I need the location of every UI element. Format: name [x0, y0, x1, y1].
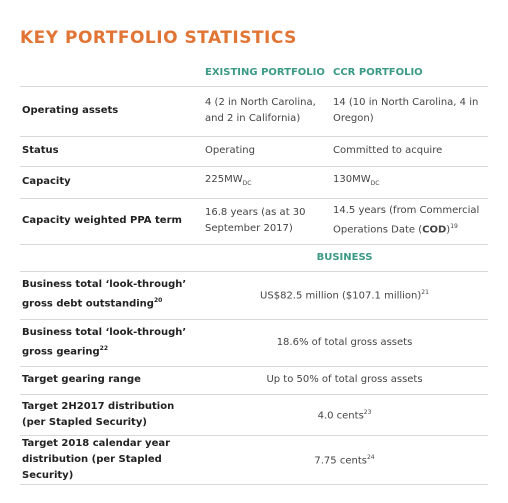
text: Status	[22, 145, 59, 156]
text: 4 (2 in North Carolina, and 2 in Califor…	[205, 97, 316, 124]
text: Up to 50% of total gross assets	[266, 374, 423, 385]
stats-table: EXISTING PORTFOLIO CCR PORTFOLIO Operating…	[20, 60, 488, 485]
cell: 14 (10 in North Carolina, 4 in Oregon)	[331, 86, 488, 137]
text: 225MW	[205, 174, 243, 185]
text: 7.75 cents	[314, 455, 367, 467]
cell: 130MWDC	[331, 166, 488, 199]
superscript: 21	[421, 289, 429, 297]
row: Status Operating Committed to acquire	[20, 136, 488, 167]
row-label: Business total ‘look-through’ gross debt…	[20, 271, 203, 320]
cell: 16.8 years (as at 30 September 2017)	[203, 198, 331, 245]
cell: 4 (2 in North Carolina, and 2 in Califor…	[203, 86, 331, 137]
subscript: DC	[370, 180, 380, 187]
column-header: CCR PORTFOLIO	[331, 60, 488, 87]
text: Target gearing range	[22, 374, 141, 385]
text: Capacity weighted PPA term	[22, 215, 182, 226]
superscript: 22	[99, 344, 109, 352]
superscript: 19	[450, 223, 458, 231]
text: Business total ‘look-through’ gross gear…	[22, 326, 187, 358]
row: Capacity weighted PPA term 16.8 years (as…	[20, 198, 488, 245]
text: US$82.5 million ($107.1 million)	[260, 290, 422, 302]
row-label: Target 2018 calendar year distribution (…	[20, 435, 203, 485]
row-label: Operating assets	[20, 86, 203, 137]
cell: 4.0 cents23	[203, 394, 488, 436]
row-label: Target 2H2017 distribution (per Stapled …	[20, 394, 203, 436]
text: 16.8 years (as at 30 September 2017)	[205, 207, 306, 234]
section-header: BUSINESS	[203, 244, 488, 272]
row: EXISTING PORTFOLIO CCR PORTFOLIO	[20, 60, 488, 87]
row: Capacity 225MWDC 130MWDC	[20, 166, 488, 199]
cell: US$82.5 million ($107.1 million)21	[203, 271, 488, 320]
row: Business total ‘look-through’ gross debt…	[20, 271, 488, 320]
row-label: Capacity weighted PPA term	[20, 198, 203, 245]
bold-text: COD	[422, 224, 447, 236]
cell: 225MWDC	[203, 166, 331, 199]
text: 130MW	[333, 174, 371, 185]
cell: 7.75 cents24	[203, 435, 488, 485]
cell: 18.6% of total gross assets	[203, 319, 488, 367]
superscript: 24	[366, 453, 375, 461]
cell: Committed to acquire	[331, 136, 488, 167]
text: 18.6% of total gross assets	[276, 336, 413, 348]
row: Target gearing range Up to 50% of total g…	[20, 366, 488, 395]
row: Target 2018 calendar year distribution (…	[20, 435, 488, 485]
row: BUSINESS	[20, 244, 488, 272]
row-label: Status	[20, 136, 203, 167]
text: 4.0 cents	[317, 410, 364, 422]
cell	[20, 244, 203, 272]
subscript: DC	[242, 180, 252, 187]
cell: Operating	[203, 136, 331, 167]
title: KEY PORTFOLIO STATISTICS	[20, 28, 297, 48]
cell: Up to 50% of total gross assets	[203, 366, 488, 395]
row: Business total ‘look-through’ gross gear…	[20, 319, 488, 367]
text: Operating	[205, 145, 255, 156]
row: Operating assets 4 (2 in North Carolina, …	[20, 86, 488, 137]
row-label: Target gearing range	[20, 366, 203, 395]
superscript: 23	[363, 408, 372, 416]
text: Operating assets	[22, 105, 119, 116]
row-label: Capacity	[20, 166, 203, 199]
row: Target 2H2017 distribution (per Stapled …	[20, 394, 488, 436]
superscript: 20	[153, 297, 163, 305]
text: 14 (10 in North Carolina, 4 in Oregon)	[333, 97, 479, 124]
text: Target 2018 calendar year distribution (…	[22, 437, 171, 481]
cell	[20, 60, 203, 87]
text: Capacity	[22, 176, 71, 187]
column-header: EXISTING PORTFOLIO	[203, 60, 331, 87]
text: 14.5 years (from Commercial Operations D…	[333, 205, 480, 236]
row-label: Business total ‘look-through’ gross gear…	[20, 319, 203, 367]
text: Business total ‘look-through’ gross debt…	[22, 279, 187, 310]
text: )	[446, 224, 451, 236]
text: Committed to acquire	[333, 145, 443, 156]
text: Target 2H2017 distribution (per Stapled …	[22, 400, 175, 428]
cell: 14.5 years (from Commercial Operations D…	[331, 198, 488, 245]
